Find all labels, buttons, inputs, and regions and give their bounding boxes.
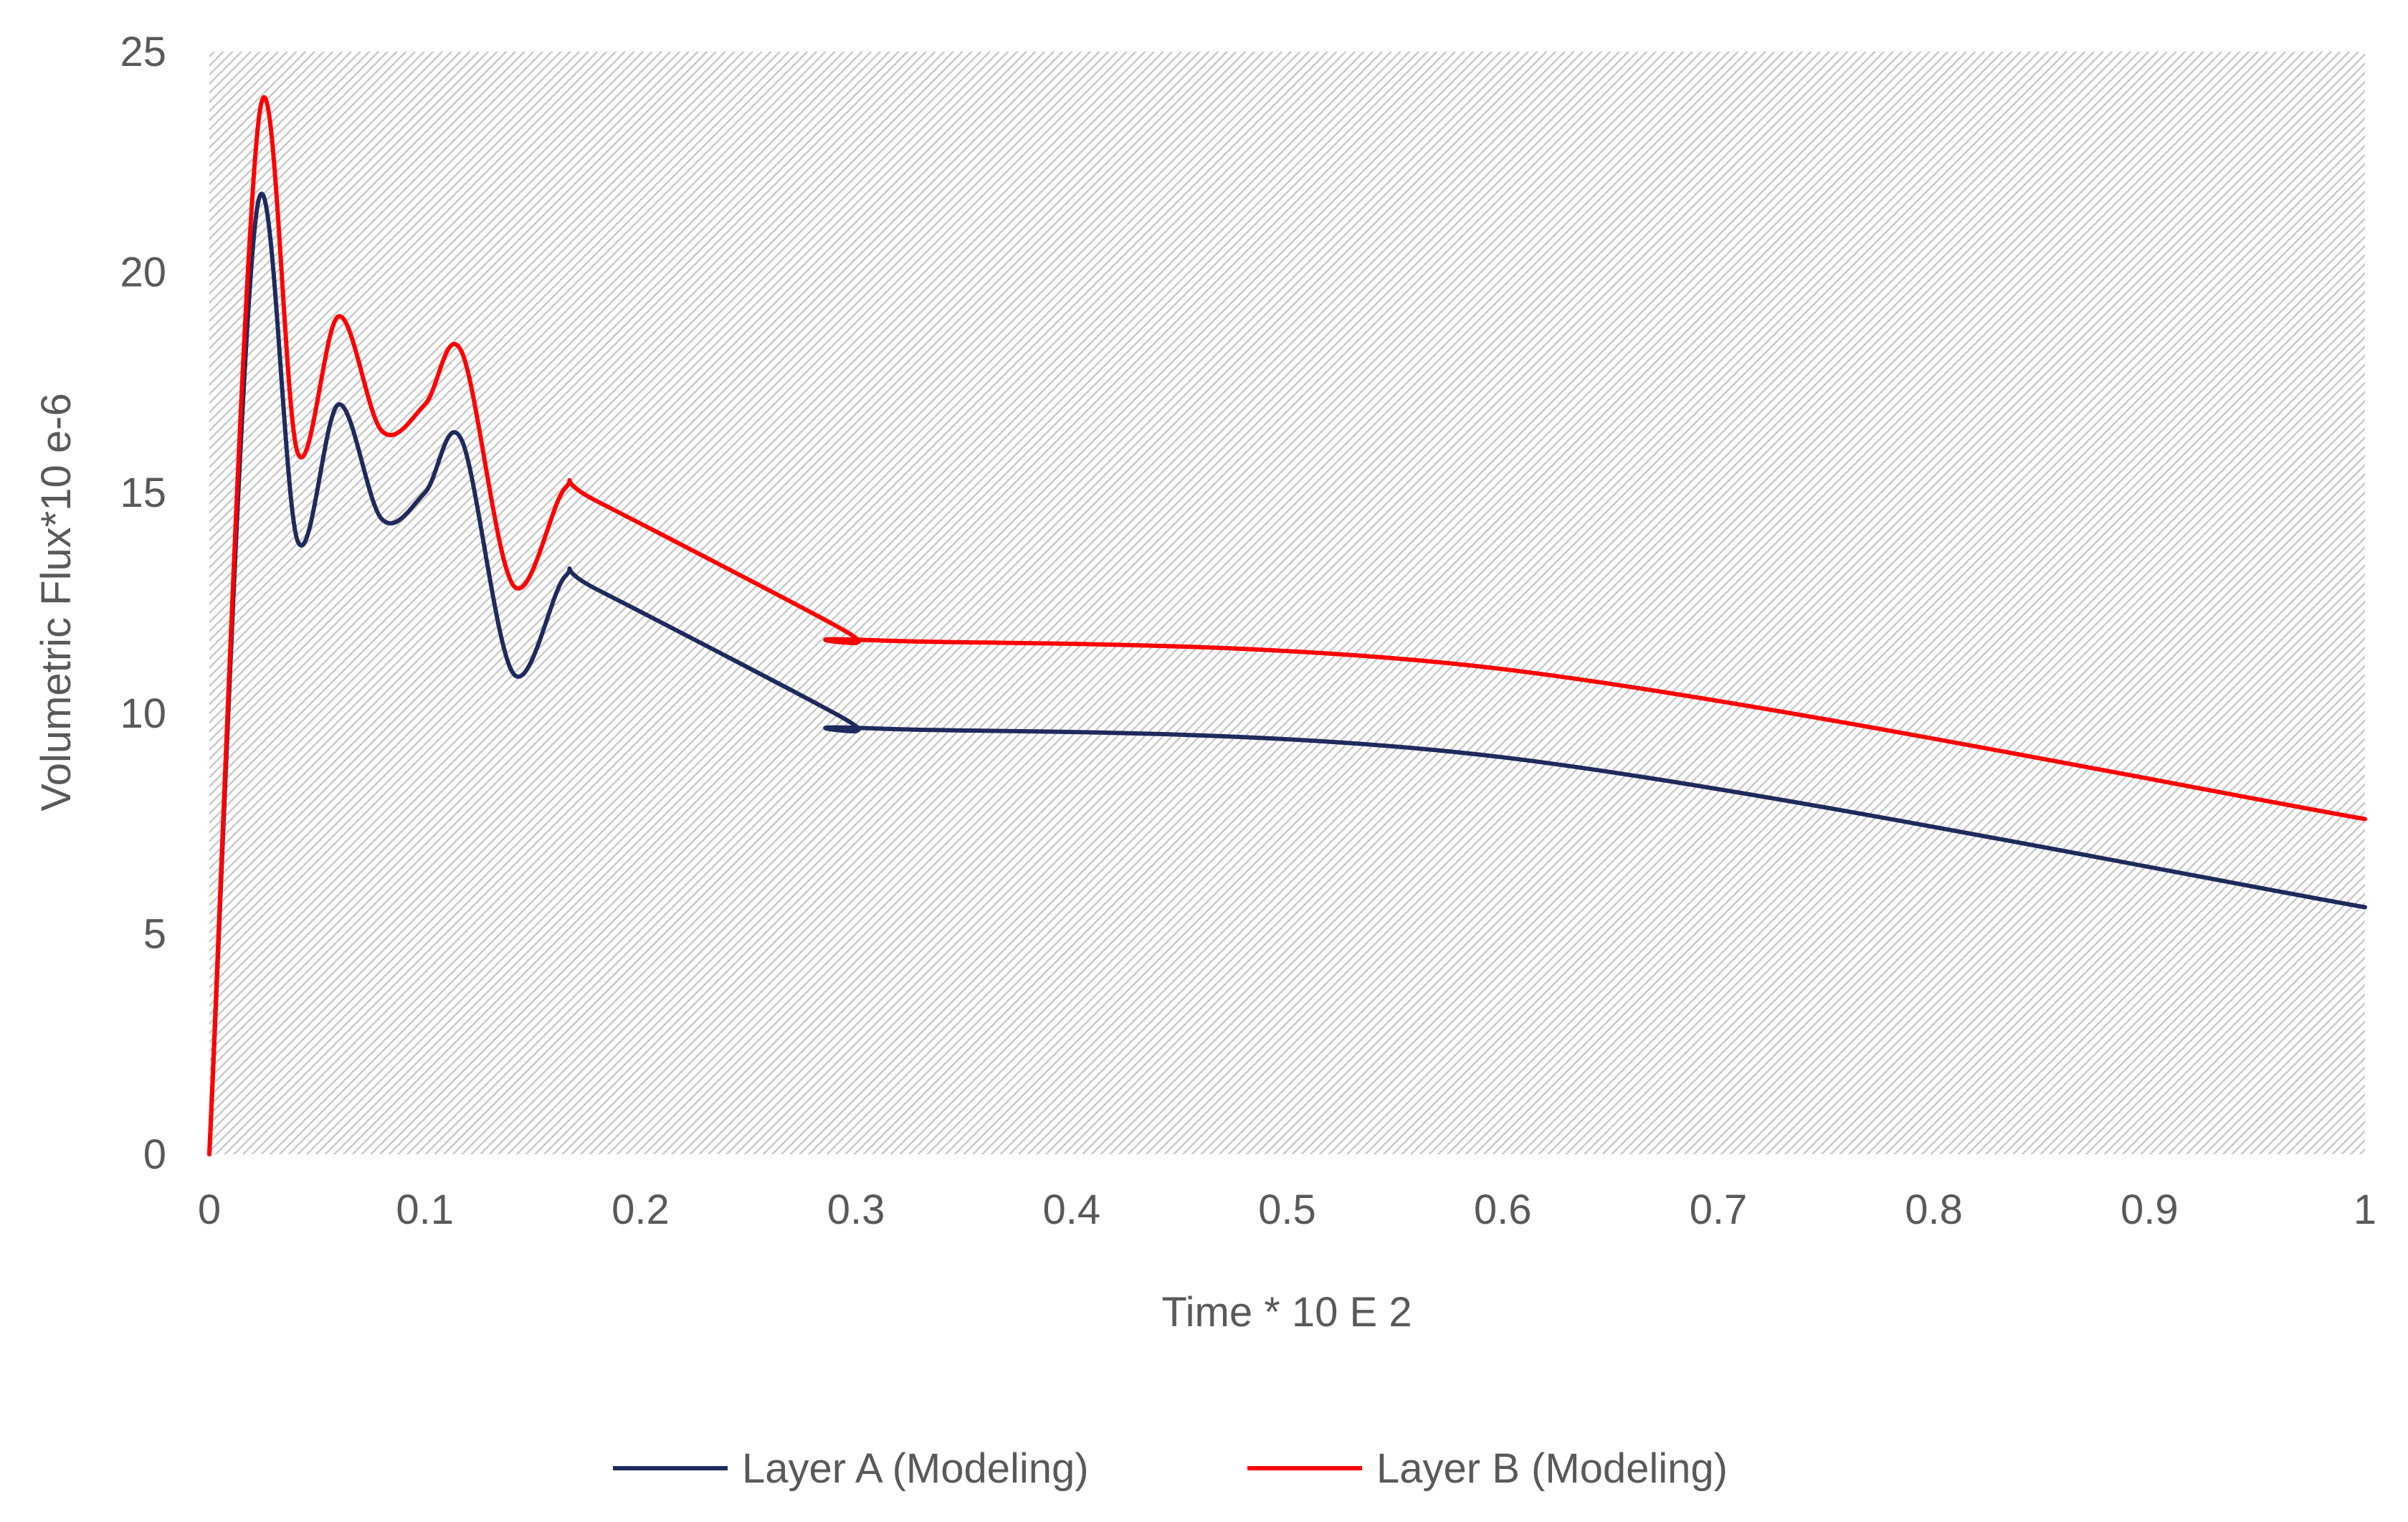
legend-label-layer-a: Layer A (Modeling) [742, 1445, 1089, 1492]
legend-label-layer-b: Layer B (Modeling) [1376, 1445, 1728, 1492]
x-axis-ticks: 0 0.1 0.2 0.3 0.4 0.5 0.6 0.7 0.8 0.9 1 [198, 1186, 2376, 1233]
x-tick-label: 0.5 [1258, 1186, 1316, 1233]
x-tick-label: 0.8 [1905, 1186, 1963, 1233]
x-axis-title: Time * 10 E 2 [1161, 1289, 1412, 1336]
x-tick-label: 0.7 [1690, 1186, 1748, 1233]
series-layer [207, 95, 2367, 1156]
y-tick-label: 10 [120, 690, 166, 737]
y-axis-title: Volumetric Flux*10 e-6 [33, 393, 80, 811]
x-tick-label: 0.4 [1042, 1186, 1100, 1233]
y-tick-label: 5 [143, 910, 166, 957]
x-tick-label: 0.1 [396, 1186, 454, 1233]
y-tick-label: 20 [120, 249, 166, 296]
legend: Layer A (Modeling) Layer B (Modeling) [613, 1445, 1728, 1492]
x-tick-label: 0.2 [611, 1186, 670, 1233]
series-line-layer-b [207, 95, 2367, 1156]
y-axis-ticks: 0 5 10 15 20 25 [120, 29, 166, 1178]
x-tick-label: 0.9 [2121, 1186, 2179, 1233]
x-tick-label: 0 [198, 1186, 221, 1233]
plot-area [209, 52, 2365, 1154]
x-tick-label: 0.6 [1474, 1186, 1532, 1233]
y-tick-label: 15 [120, 470, 166, 516]
y-tick-label: 0 [143, 1131, 166, 1178]
x-tick-label: 1 [2354, 1186, 2376, 1233]
series-line-layer-a [207, 191, 2367, 1156]
y-tick-label: 25 [120, 29, 166, 75]
x-tick-label: 0.3 [827, 1186, 885, 1233]
